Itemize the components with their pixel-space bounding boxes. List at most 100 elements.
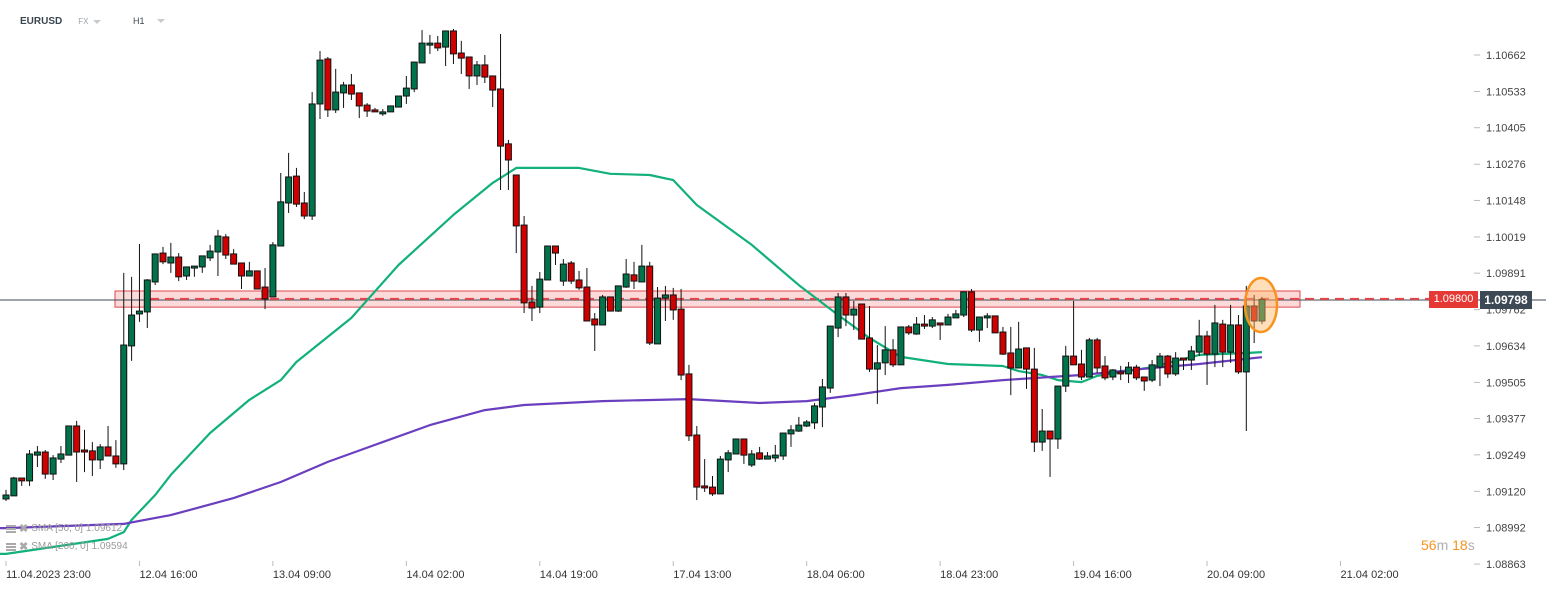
candle[interactable] [928, 317, 936, 329]
candle[interactable] [1187, 345, 1195, 370]
candle[interactable] [206, 244, 214, 261]
candle[interactable] [1093, 337, 1101, 374]
candle[interactable] [606, 296, 614, 312]
close-icon[interactable]: ✖ [19, 541, 29, 553]
candle[interactable] [1172, 352, 1180, 376]
candle[interactable] [245, 261, 253, 277]
candle[interactable] [701, 459, 709, 492]
candle[interactable] [905, 324, 913, 335]
candle[interactable] [646, 261, 654, 346]
candle[interactable] [238, 262, 245, 290]
candle[interactable] [559, 259, 567, 286]
candle[interactable] [1125, 362, 1133, 383]
candle[interactable] [669, 287, 677, 320]
candle[interactable] [1007, 326, 1015, 396]
candle[interactable] [991, 315, 999, 334]
candle[interactable] [1015, 321, 1023, 369]
candle[interactable] [1195, 319, 1203, 357]
candle[interactable] [112, 440, 120, 468]
candle[interactable] [402, 75, 410, 104]
menu-icon[interactable] [6, 542, 16, 551]
candle[interactable] [300, 191, 308, 220]
candle[interactable] [1203, 330, 1211, 385]
market-dropdown-chevron-icon[interactable] [93, 19, 102, 24]
candle[interactable] [795, 416, 803, 432]
candle[interactable] [1234, 315, 1242, 374]
candle[interactable] [371, 107, 379, 113]
candle[interactable] [465, 56, 473, 89]
time-axis[interactable]: 11.04.2023 23:00 12.04 16:00 13.04 09:00 14… [5, 561, 1399, 581]
candle[interactable] [787, 425, 795, 447]
candle[interactable] [622, 259, 630, 288]
candle[interactable] [1109, 369, 1117, 381]
candle[interactable] [410, 61, 418, 93]
candle[interactable] [1219, 319, 1227, 368]
candle[interactable] [308, 92, 316, 220]
candle[interactable] [756, 446, 764, 460]
candle[interactable] [332, 68, 340, 114]
candle[interactable] [834, 292, 842, 338]
candle[interactable] [1250, 294, 1258, 344]
candle[interactable] [1164, 354, 1172, 378]
candle[interactable] [65, 425, 73, 456]
candle[interactable] [73, 420, 81, 482]
candle[interactable] [1062, 345, 1070, 393]
candle[interactable] [379, 109, 387, 116]
candle[interactable] [1101, 356, 1109, 381]
candle[interactable] [583, 268, 591, 322]
candle[interactable] [999, 326, 1007, 355]
candle[interactable] [363, 103, 371, 117]
candle[interactable] [960, 291, 968, 318]
candle[interactable] [638, 244, 646, 283]
candle[interactable] [159, 246, 167, 265]
candle[interactable] [292, 167, 300, 207]
candle[interactable] [732, 438, 740, 455]
candle[interactable] [143, 279, 151, 329]
candle[interactable] [748, 450, 756, 467]
candle[interactable] [677, 289, 685, 381]
candle[interactable] [1211, 304, 1219, 368]
candle[interactable] [936, 322, 944, 340]
candle[interactable] [222, 234, 230, 260]
candle[interactable] [866, 305, 873, 372]
candle[interactable] [1023, 347, 1030, 389]
candle[interactable] [528, 285, 536, 321]
candle[interactable] [661, 285, 669, 321]
candle[interactable] [826, 325, 834, 393]
candle[interactable] [1156, 352, 1164, 387]
candle[interactable] [724, 450, 732, 473]
candle[interactable] [347, 73, 355, 100]
candle[interactable] [1117, 365, 1125, 381]
candle[interactable] [355, 92, 363, 119]
candle[interactable] [779, 432, 787, 460]
candle[interactable] [1258, 296, 1266, 325]
candle[interactable] [897, 326, 905, 366]
candle[interactable] [881, 326, 889, 376]
candle[interactable] [952, 309, 960, 319]
candle[interactable] [803, 420, 811, 428]
candle[interactable] [968, 289, 976, 333]
candle[interactable] [1180, 357, 1187, 370]
candle[interactable] [740, 438, 748, 464]
candle[interactable] [128, 276, 136, 361]
candle[interactable] [442, 30, 450, 67]
candle[interactable] [1030, 347, 1038, 453]
candle[interactable] [811, 403, 819, 430]
candle[interactable] [426, 34, 434, 54]
candle[interactable] [567, 260, 575, 284]
candle[interactable] [497, 34, 505, 190]
candle[interactable] [418, 30, 426, 64]
price-axis[interactable]: 1.10662 1.10533 1.10405 1.10276 1.10148 1.100… [1474, 50, 1526, 571]
candle[interactable] [685, 364, 693, 441]
candle[interactable] [135, 244, 143, 322]
candle[interactable] [520, 216, 528, 314]
candle[interactable] [630, 261, 638, 290]
candle[interactable] [18, 477, 26, 486]
candle[interactable] [261, 268, 269, 310]
candle[interactable] [316, 51, 324, 119]
candle[interactable] [1085, 337, 1093, 378]
candle[interactable] [26, 450, 34, 486]
candle[interactable] [120, 272, 128, 471]
candle[interactable] [842, 292, 850, 327]
